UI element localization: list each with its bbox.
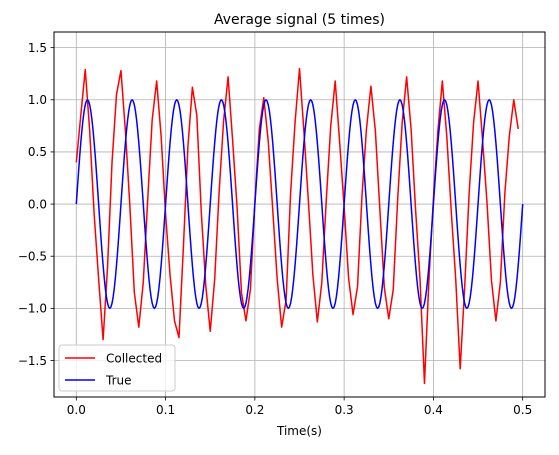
- x-tick-label: 0.0: [67, 403, 86, 417]
- x-tick-label: 0.1: [156, 403, 175, 417]
- y-tick-label: 1.5: [28, 41, 47, 55]
- x-tick-label: 0.2: [245, 403, 264, 417]
- x-tick-label: 0.3: [335, 403, 354, 417]
- y-tick-label: 0.5: [28, 145, 47, 159]
- y-axis-ticks: −1.5 −1.0 −0.5 0.0 0.5 1.0 1.5: [18, 41, 54, 368]
- collected-series: [75, 67, 519, 385]
- true-series: [75, 99, 524, 310]
- y-tick-label: −1.5: [18, 354, 47, 368]
- true-line: [75, 99, 524, 310]
- y-tick-label: −1.0: [18, 302, 47, 316]
- legend: Collected True: [58, 344, 176, 392]
- y-tick-label: 0.0: [28, 197, 47, 211]
- x-axis-ticks: 0.0 0.1 0.2 0.3 0.4 0.5: [67, 397, 532, 417]
- y-tick-label: 1.0: [28, 93, 47, 107]
- y-tick-label: −0.5: [18, 250, 47, 264]
- chart-title: Average signal (5 times): [214, 12, 385, 28]
- legend-label-true: True: [105, 374, 132, 388]
- x-tick-label: 0.5: [513, 403, 532, 417]
- x-axis-label: Time(s): [276, 424, 322, 438]
- x-tick-label: 0.4: [424, 403, 443, 417]
- collected-line: [75, 67, 519, 385]
- legend-label-collected: Collected: [106, 352, 162, 366]
- plot-frame: [53, 31, 546, 398]
